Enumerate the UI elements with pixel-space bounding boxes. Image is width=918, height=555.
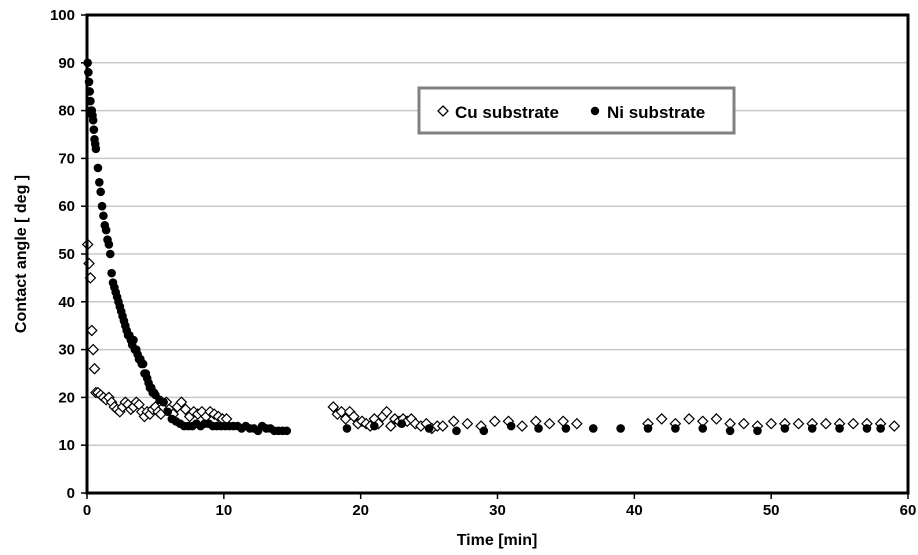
plot-frame: [85, 13, 910, 495]
data-point-ni-substrate: [452, 426, 461, 436]
data-point-cu-substrate: [847, 417, 860, 430]
data-point-cu-substrate: [820, 417, 832, 430]
data-point-ni-substrate: [397, 419, 407, 428]
data-point-cu-substrate: [175, 396, 188, 409]
y-tick-label: 10: [58, 437, 75, 454]
y-tick-label: 40: [58, 294, 75, 311]
data-point-cu-substrate: [447, 415, 460, 428]
y-axis-title: Contact angle [ deg ]: [13, 175, 30, 333]
data-point-ni-substrate: [876, 424, 885, 433]
data-point-cu-substrate: [683, 413, 695, 425]
data-point-cu-substrate: [87, 343, 100, 356]
legend-marker-cu-substrate: [437, 105, 449, 117]
data-point-cu-substrate: [571, 417, 583, 430]
y-tick-label: 70: [58, 150, 75, 167]
data-point-cu-substrate: [335, 405, 348, 418]
data-point-ni-substrate: [753, 426, 762, 436]
data-point-ni-substrate: [835, 424, 844, 433]
x-tick-label: 50: [763, 502, 780, 519]
data-point-cu-substrate: [655, 413, 668, 425]
data-point-cu-substrate: [488, 415, 501, 428]
data-point-ni-substrate: [807, 424, 817, 433]
data-point-ni-substrate: [93, 163, 103, 173]
series-cu-substrate: [81, 238, 901, 435]
data-point-cu-substrate: [710, 413, 723, 425]
legend: Cu substrate Ni substrate: [417, 86, 736, 135]
data-point-ni-substrate: [138, 359, 148, 369]
legend-label-cu-substrate: Cu substrate: [455, 103, 559, 122]
data-point-ni-substrate: [561, 424, 571, 433]
data-point-ni-substrate: [97, 201, 107, 211]
x-tick-label: 20: [352, 502, 369, 519]
y-tick-label: 60: [58, 198, 75, 215]
data-point-cu-substrate: [88, 362, 101, 375]
data-point-cu-substrate: [380, 405, 393, 418]
y-tick-label: 90: [58, 55, 75, 72]
data-point-ni-substrate: [89, 125, 99, 135]
y-tick-label: 50: [58, 246, 75, 263]
y-tick-label: 100: [50, 7, 75, 24]
data-point-ni-substrate: [534, 424, 543, 433]
y-tick-label: 80: [58, 103, 75, 120]
x-tick-label: 30: [489, 502, 506, 519]
data-point-cu-substrate: [792, 417, 805, 430]
data-point-ni-substrate: [163, 407, 173, 417]
x-tick-label: 0: [83, 502, 91, 519]
data-point-ni-substrate: [671, 424, 680, 433]
x-tick-label: 60: [900, 502, 917, 519]
data-point-cu-substrate: [765, 417, 778, 430]
data-point-ni-substrate: [282, 426, 292, 436]
data-point-ni-substrate: [862, 424, 872, 433]
y-axis-ticks: 0 10 20 30 40 50 60 70 80 90 100: [50, 7, 87, 502]
data-point-ni-substrate: [95, 178, 104, 187]
x-tick-label: 40: [626, 502, 643, 519]
data-point-ni-substrate: [370, 421, 379, 431]
data-point-ni-substrate: [101, 225, 111, 235]
data-point-ni-substrate: [159, 397, 168, 407]
data-point-ni-substrate: [342, 424, 352, 433]
data-point-ni-substrate: [616, 424, 625, 433]
data-point-ni-substrate: [105, 249, 115, 259]
data-point-ni-substrate: [725, 426, 735, 436]
data-point-cu-substrate: [543, 417, 556, 430]
series-ni-substrate: [83, 58, 885, 436]
data-point-ni-substrate: [88, 115, 98, 125]
y-tick-label: 0: [67, 485, 75, 502]
legend-box: [417, 86, 736, 135]
data-point-cu-substrate: [384, 420, 397, 432]
x-tick-label: 10: [215, 502, 232, 519]
legend-label-ni-substrate: Ni substrate: [607, 103, 705, 122]
data-point-ni-substrate: [107, 268, 116, 278]
data-point-ni-substrate: [91, 144, 101, 154]
legend-marker-ni-substrate: [590, 106, 600, 116]
x-axis-ticks: 0 10 20 30 40 50 60: [83, 493, 917, 519]
data-point-cu-substrate: [888, 420, 901, 432]
data-point-ni-substrate: [643, 424, 653, 433]
data-point-ni-substrate: [506, 421, 516, 431]
data-point-cu-substrate: [347, 410, 360, 423]
data-point-ni-substrate: [588, 424, 598, 433]
data-point-ni-substrate: [698, 424, 708, 433]
data-point-ni-substrate: [424, 424, 434, 433]
data-point-cu-substrate: [461, 417, 474, 430]
gridlines: [87, 62, 908, 446]
data-point-ni-substrate: [99, 211, 108, 221]
data-point-ni-substrate: [129, 335, 138, 345]
data-point-ni-substrate: [780, 424, 790, 433]
data-point-ni-substrate: [479, 426, 489, 436]
y-tick-label: 20: [58, 389, 75, 406]
data-point-cu-substrate: [327, 401, 340, 413]
x-axis-title: Time [min]: [457, 532, 538, 549]
data-point-ni-substrate: [96, 187, 105, 197]
data-point-ni-substrate: [104, 240, 114, 249]
data-point-cu-substrate: [516, 420, 528, 432]
y-tick-label: 30: [58, 342, 75, 359]
data-point-cu-substrate: [737, 417, 750, 430]
data-point-cu-substrate: [436, 420, 449, 432]
